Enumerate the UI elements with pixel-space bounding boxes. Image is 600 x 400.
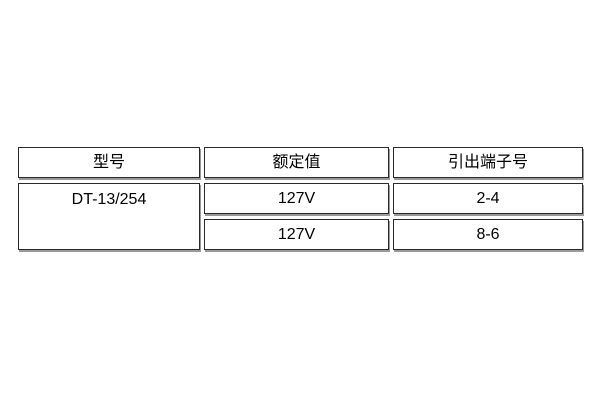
header-cell-rated-value: 额定值	[204, 147, 389, 178]
header-cell-terminal-no: 引出端子号	[393, 147, 583, 178]
cell-model: DT-13/254	[18, 183, 200, 250]
cell-terminal-no-1: 2-4	[393, 183, 583, 214]
relay-spec-table: 型号 额定值 引出端子号 DT-13/254 127V 2-4 127V 8-6	[14, 142, 587, 255]
header-row: 型号 额定值 引出端子号	[18, 147, 583, 178]
header-cell-model: 型号	[18, 147, 200, 178]
table-row-2: 127V 8-6	[18, 219, 583, 250]
cell-rated-value-2: 127V	[204, 219, 389, 250]
cell-terminal-no-2: 8-6	[393, 219, 583, 250]
table-row-1: DT-13/254 127V 2-4	[18, 183, 583, 250]
cell-rated-value-1: 127V	[204, 183, 389, 214]
